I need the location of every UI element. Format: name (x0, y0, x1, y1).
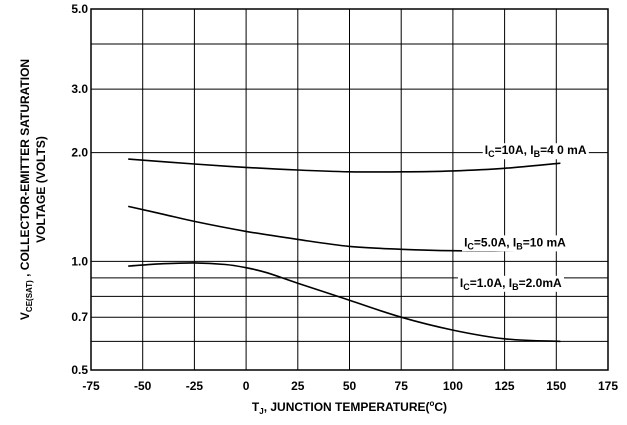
x-tick-label: 175 (598, 379, 618, 393)
y-tick-label: 1.0 (71, 254, 88, 268)
grid (90, 8, 609, 371)
y-axis-tick-labels: 0.5 0.7 1.0 2.0 3.0 5.0 (71, 2, 88, 377)
annotation-background (457, 275, 564, 292)
y-axis-title-line-2: VOLTAGE (VOLTS) (34, 136, 48, 243)
plot-frame (90, 8, 609, 371)
x-tick-label: -50 (134, 379, 152, 393)
y-tick-label: 2.0 (71, 146, 88, 160)
y-tick-label: 3.0 (71, 82, 88, 96)
x-axis-tick-labels: -75 -50 -25 0 25 50 75 100 125 150 175 (82, 379, 618, 393)
x-tick-label: 25 (291, 379, 305, 393)
y-axis-title: VCE(SAT) , COLLECTOR-EMITTER SATURATION … (18, 59, 48, 320)
annotation-label-2: IC=5.0A, IB=10 mA (464, 235, 566, 251)
annotation-label-1: IC=10A, IB=4 0 mA (485, 143, 587, 159)
annotation-background (482, 143, 589, 160)
annotation-label-3: IC=1.0A, IB=2.0mA (460, 276, 562, 292)
y-axis-title-line-1: VCE(SAT) , COLLECTOR-EMITTER SATURATION (18, 59, 34, 320)
series-line-3 (128, 262, 561, 343)
x-tick-label: 50 (343, 379, 357, 393)
annotation-background (462, 235, 569, 252)
x-tick-label: -75 (82, 379, 100, 393)
x-tick-label: 75 (395, 379, 409, 393)
y-tick-label: 5.0 (71, 2, 88, 16)
curve-annotations: IC=10A, IB=4 0 mA IC=5.0A, IB=10 mA IC=1.0… (457, 143, 589, 292)
x-tick-label: -25 (186, 379, 204, 393)
y-tick-label: 0.7 (71, 310, 88, 324)
y-tick-label: 0.5 (71, 363, 88, 377)
series-line-1 (128, 158, 561, 173)
x-tick-label: 150 (546, 379, 566, 393)
x-axis-title: TJ, JUNCTION TEMPERATURE(oC) (252, 399, 447, 416)
x-tick-label: 0 (243, 379, 250, 393)
x-tick-label: 125 (495, 379, 515, 393)
x-tick-label: 100 (443, 379, 463, 393)
